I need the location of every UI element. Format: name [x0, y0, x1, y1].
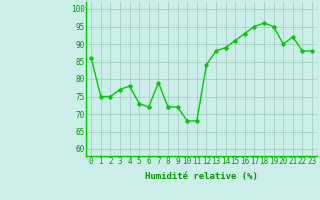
- X-axis label: Humidité relative (%): Humidité relative (%): [145, 172, 258, 181]
